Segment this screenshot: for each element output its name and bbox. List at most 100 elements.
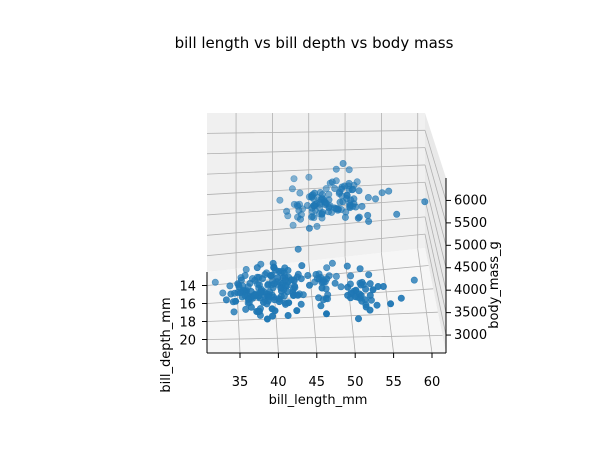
data-point xyxy=(285,299,293,307)
data-point xyxy=(337,185,345,193)
x-tick-label: 50 xyxy=(347,375,364,390)
data-point xyxy=(369,286,377,294)
data-point xyxy=(294,291,302,299)
data-point xyxy=(319,278,327,286)
data-point xyxy=(317,302,325,310)
y-tick-label: 20 xyxy=(179,334,196,349)
data-point xyxy=(362,285,370,293)
gridline-z-side xyxy=(424,130,447,201)
data-point xyxy=(371,195,379,203)
data-point xyxy=(354,214,362,222)
data-point xyxy=(328,178,336,186)
data-point xyxy=(258,275,266,283)
data-point xyxy=(374,282,382,290)
z-tick-label: 5000 xyxy=(454,238,487,253)
z-tick-label: 6000 xyxy=(454,193,487,208)
data-point xyxy=(322,310,330,318)
data-point xyxy=(364,194,372,202)
data-point xyxy=(397,294,405,302)
x-tick-label: 45 xyxy=(309,375,326,390)
data-point xyxy=(296,189,304,197)
data-point xyxy=(312,270,320,278)
data-point xyxy=(366,306,374,314)
gridline-y xyxy=(206,311,438,322)
data-point xyxy=(332,272,340,280)
data-point xyxy=(305,281,313,289)
data-point xyxy=(253,264,261,272)
data-point xyxy=(298,262,306,270)
data-point xyxy=(310,201,318,209)
data-point xyxy=(222,296,230,304)
gridline-z-side xyxy=(424,216,447,313)
data-point xyxy=(345,182,353,190)
data-point xyxy=(276,196,284,204)
data-point xyxy=(322,185,330,193)
tick-labels: 35 40 45 50 55 60 14 16 18 20 3000 3500 4000 4500 5000… xyxy=(179,193,487,390)
x-tick-label: 35 xyxy=(232,375,249,390)
data-point xyxy=(293,307,301,315)
data-point xyxy=(271,266,279,274)
data-point xyxy=(322,294,330,302)
data-point xyxy=(255,281,263,289)
data-point xyxy=(346,294,354,302)
data-point xyxy=(290,175,298,183)
data-point xyxy=(324,208,332,216)
data-point xyxy=(235,283,243,291)
data-point xyxy=(328,259,336,267)
data-point xyxy=(410,276,418,284)
data-point xyxy=(253,307,261,315)
data-point xyxy=(318,210,326,218)
y-tick-label: 14 xyxy=(179,280,196,295)
data-point xyxy=(281,276,289,284)
gridline-z xyxy=(206,181,426,195)
data-point xyxy=(347,196,355,204)
data-point xyxy=(358,202,366,210)
data-point xyxy=(304,271,312,279)
data-point xyxy=(290,282,298,290)
data-point xyxy=(226,282,234,290)
data-point xyxy=(366,291,374,299)
z-tick-label: 3500 xyxy=(454,306,487,321)
data-point xyxy=(355,187,363,195)
data-point xyxy=(283,207,291,215)
z-axis-label: body_mass_g xyxy=(487,241,502,329)
data-point xyxy=(230,308,238,316)
data-point xyxy=(295,207,303,215)
data-point xyxy=(347,272,355,280)
data-point xyxy=(313,222,321,230)
data-point xyxy=(211,278,219,286)
data-point xyxy=(343,191,351,199)
data-point xyxy=(284,311,292,319)
data-point xyxy=(310,189,318,197)
gridline-z-side xyxy=(424,182,447,268)
x-axis-label: bill_length_mm xyxy=(269,393,368,408)
gridline-y xyxy=(206,335,443,340)
data-point xyxy=(341,213,349,221)
data-point xyxy=(378,189,386,197)
data-point xyxy=(294,245,302,253)
data-point xyxy=(296,215,304,223)
data-points xyxy=(211,160,429,323)
z-tick-label: 4000 xyxy=(454,283,487,298)
data-point xyxy=(244,295,252,303)
data-point xyxy=(346,204,354,212)
data-point xyxy=(421,198,429,206)
y-axis-label: bill_depth_mm xyxy=(159,297,174,392)
data-point xyxy=(322,199,330,207)
data-point xyxy=(316,189,324,197)
data-point xyxy=(305,224,313,232)
z-tick-label: 4500 xyxy=(454,261,487,276)
data-point xyxy=(331,279,339,287)
chart-title: bill length vs bill depth vs body mass xyxy=(175,34,454,52)
data-point xyxy=(295,200,303,208)
data-point xyxy=(297,275,305,283)
data-point xyxy=(339,160,347,168)
gridline-z xyxy=(206,129,426,134)
data-point xyxy=(267,272,275,280)
data-point xyxy=(365,217,373,225)
data-point xyxy=(323,264,331,272)
data-point xyxy=(357,291,365,299)
x-tick-label: 55 xyxy=(385,375,402,390)
z-tick-label: 5500 xyxy=(454,216,487,231)
data-point xyxy=(227,290,235,298)
